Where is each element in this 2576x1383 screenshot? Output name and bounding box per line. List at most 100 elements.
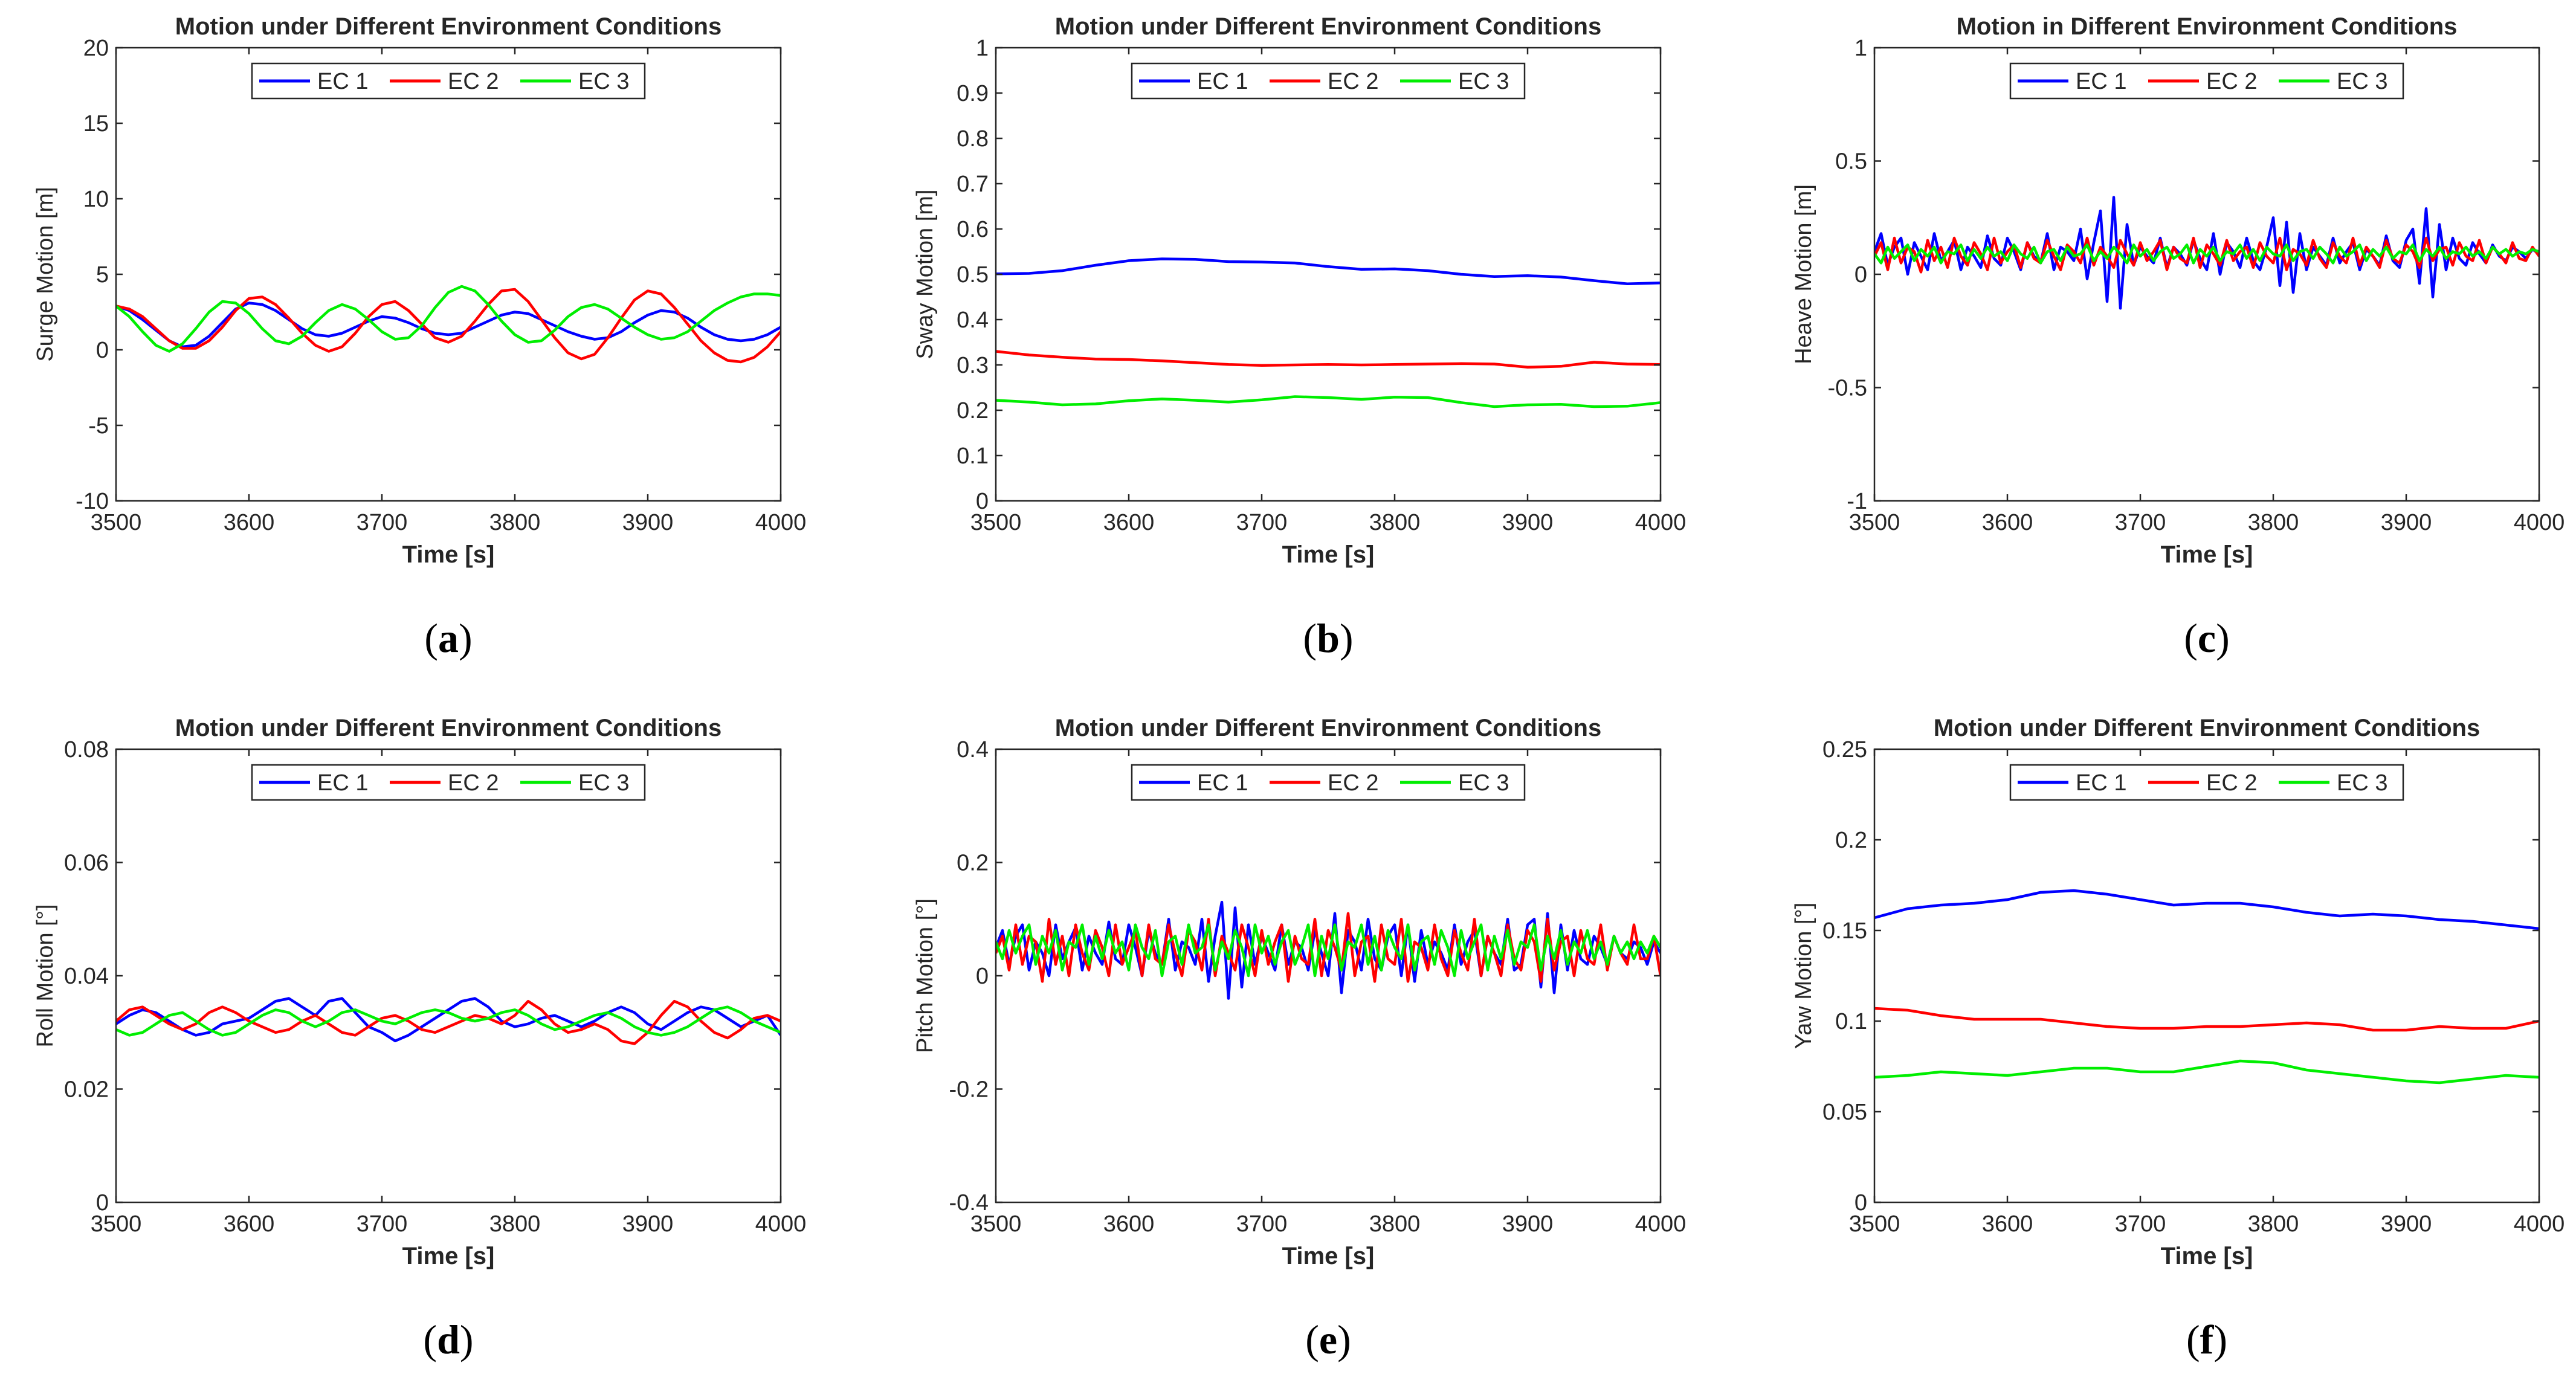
chart-title: Motion under Different Environment Condi… bbox=[175, 715, 721, 741]
x-tick-label: 3900 bbox=[2381, 510, 2432, 535]
y-tick-label: 0 bbox=[1855, 262, 1867, 288]
legend-label-ec-1: EC 1 bbox=[317, 770, 368, 796]
y-tick-label: 0 bbox=[976, 964, 989, 989]
y-tick-label: 0.6 bbox=[957, 217, 989, 242]
y-tick-label: 0.04 bbox=[64, 964, 109, 989]
y-tick-label: 0.8 bbox=[957, 126, 989, 152]
x-tick-label: 3500 bbox=[91, 510, 142, 535]
series-line-ec-3 bbox=[996, 923, 1661, 978]
caption-open-paren: ( bbox=[2186, 1317, 2200, 1362]
y-tick-label: 0.4 bbox=[957, 737, 989, 762]
legend-label-ec-1: EC 1 bbox=[1197, 770, 1248, 796]
legend-label-ec-3: EC 3 bbox=[1458, 770, 1509, 796]
x-tick-label: 3500 bbox=[1849, 510, 1900, 535]
y-tick-label: 0.1 bbox=[957, 443, 989, 469]
chart-title: Motion under Different Environment Condi… bbox=[1055, 715, 1601, 741]
legend-label-ec-2: EC 2 bbox=[2206, 69, 2257, 94]
caption-close-paren: ) bbox=[1337, 1317, 1351, 1362]
y-tick-label: 0.2 bbox=[957, 851, 989, 876]
legend: EC 1 EC 2 EC 3 bbox=[1131, 764, 1526, 801]
x-tick-label: 3900 bbox=[622, 510, 674, 535]
x-tick-label: 3600 bbox=[1982, 1211, 2033, 1237]
series-line-ec-2 bbox=[996, 912, 1661, 983]
caption-open-paren: ( bbox=[2184, 615, 2198, 661]
y-tick-label: 0.08 bbox=[64, 737, 109, 762]
legend-label-ec-3: EC 3 bbox=[578, 770, 629, 796]
plot-area bbox=[1874, 749, 2539, 1202]
y-tick-label: 0.9 bbox=[957, 81, 989, 106]
legend: EC 1 EC 2 EC 3 bbox=[2009, 62, 2404, 100]
x-axis-label: Time [s] bbox=[402, 1243, 495, 1269]
y-tick-label: 0.5 bbox=[1835, 149, 1867, 175]
x-tick-label: 3600 bbox=[224, 510, 275, 535]
legend-box bbox=[1131, 62, 1526, 100]
x-axis-label: Time [s] bbox=[1282, 541, 1375, 568]
caption-letter: d bbox=[437, 1317, 460, 1362]
series-group bbox=[116, 285, 781, 364]
y-axis-label: Heave Motion [m] bbox=[1791, 184, 1816, 364]
x-tick-label: 3800 bbox=[1369, 1211, 1421, 1237]
x-tick-label: 3700 bbox=[1236, 510, 1288, 535]
y-tick-label: 15 bbox=[83, 111, 109, 137]
series-group bbox=[996, 257, 1661, 408]
y-tick-label: 10 bbox=[83, 187, 109, 212]
caption-letter: b bbox=[1317, 615, 1340, 661]
series-line-ec-2 bbox=[1874, 1007, 2539, 1032]
y-tick-label: -5 bbox=[88, 413, 109, 439]
y-tick-label: -0.2 bbox=[949, 1077, 989, 1103]
y-tick-label: 0 bbox=[96, 1190, 109, 1216]
panel-c: 3500 3600 3700 3800 3900 4000 -1 -0.5 0 0.5 1 Motio… bbox=[1791, 13, 2565, 661]
x-tick-label: 3700 bbox=[357, 510, 408, 535]
series-line-ec-3 bbox=[1874, 1059, 2539, 1085]
x-tick-label: 3800 bbox=[489, 1211, 541, 1237]
x-axis-label: Time [s] bbox=[402, 541, 495, 568]
x-tick-label: 3500 bbox=[970, 1211, 1022, 1237]
y-tick-label: 0.4 bbox=[957, 308, 989, 333]
y-tick-label: 0 bbox=[976, 489, 989, 514]
legend-box bbox=[1131, 764, 1526, 801]
chart-title: Motion under Different Environment Condi… bbox=[175, 13, 721, 40]
x-tick-label: 4000 bbox=[2514, 510, 2565, 535]
panel-d: 3500 3600 3700 3800 3900 4000 0 0.02 0.04 0.06 0.0… bbox=[33, 715, 806, 1362]
x-tick-label: 3900 bbox=[2381, 1211, 2432, 1237]
series-line-ec-2 bbox=[116, 999, 781, 1045]
legend-label-ec-2: EC 2 bbox=[448, 69, 499, 94]
panel-f: 3500 3600 3700 3800 3900 4000 0 0.05 0.1 0.15 0.2 0… bbox=[1791, 715, 2565, 1362]
y-tick-label: 0.06 bbox=[64, 851, 109, 876]
panel-caption: (b) bbox=[1303, 615, 1353, 661]
panel-caption: (a) bbox=[424, 615, 472, 661]
y-axis-label: Roll Motion [°] bbox=[33, 904, 58, 1048]
caption-close-paren: ) bbox=[1340, 615, 1354, 661]
x-tick-label: 3500 bbox=[970, 510, 1022, 535]
x-tick-label: 3900 bbox=[1502, 1211, 1554, 1237]
x-tick-label: 4000 bbox=[1635, 510, 1687, 535]
y-tick-label: 0.05 bbox=[1822, 1100, 1867, 1125]
series-line-ec-1 bbox=[1874, 196, 2539, 310]
chart-title: Motion under Different Environment Condi… bbox=[1055, 13, 1601, 40]
series-line-ec-3 bbox=[996, 395, 1661, 408]
series-group bbox=[996, 900, 1661, 1000]
caption-letter: a bbox=[438, 615, 459, 661]
x-axis-label: Time [s] bbox=[1282, 1243, 1375, 1269]
legend-label-ec-1: EC 1 bbox=[2076, 770, 2126, 796]
y-tick-label: -0.4 bbox=[949, 1190, 989, 1216]
caption-letter: f bbox=[2200, 1317, 2215, 1362]
series-line-ec-2 bbox=[996, 350, 1661, 369]
series-line-ec-3 bbox=[116, 1005, 781, 1037]
series-line-ec-2 bbox=[116, 288, 781, 364]
caption-open-paren: ( bbox=[423, 1317, 437, 1362]
y-tick-label: 0 bbox=[1855, 1190, 1867, 1216]
x-tick-label: 3700 bbox=[2115, 1211, 2166, 1237]
y-tick-label: -10 bbox=[76, 489, 109, 514]
x-tick-label: 3900 bbox=[622, 1211, 674, 1237]
x-tick-label: 3500 bbox=[91, 1211, 142, 1237]
panel-b: 3500 3600 3700 3800 3900 4000 0 0.1 0.2 0.3 0.4 0.5… bbox=[912, 13, 1686, 661]
panel-caption: (f) bbox=[2186, 1317, 2227, 1362]
y-tick-label: 0.2 bbox=[957, 398, 989, 424]
panel-caption: (e) bbox=[1305, 1317, 1351, 1362]
x-tick-label: 3800 bbox=[1369, 510, 1421, 535]
series-group bbox=[1874, 196, 2539, 310]
x-tick-label: 4000 bbox=[2514, 1211, 2565, 1237]
y-tick-label: 0.2 bbox=[1835, 828, 1867, 853]
